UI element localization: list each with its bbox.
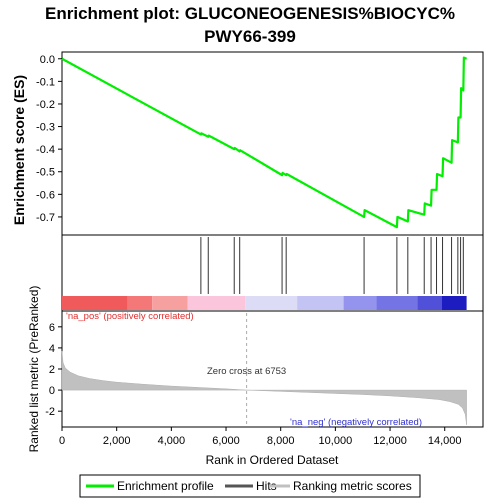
hits-marks xyxy=(200,237,464,294)
x-axis-label: Rank in Ordered Dataset xyxy=(206,453,339,467)
neg-correlated-label: 'na_neg' (negatively correlated) xyxy=(290,417,422,428)
es-y-tick-label: -0.3 xyxy=(36,122,55,134)
metric-y-tick-label: 4 xyxy=(49,343,55,355)
metric-area-shape xyxy=(61,351,467,425)
metric-y-tick-label: 6 xyxy=(49,322,55,334)
color-bar-segment xyxy=(343,296,377,310)
rank-color-bar xyxy=(62,296,467,310)
legend-metric-label: Ranking metric scores xyxy=(293,479,412,493)
es-y-tick-label: -0.4 xyxy=(36,144,55,156)
metric-area xyxy=(61,351,467,425)
color-bar-segment xyxy=(152,296,188,310)
metric-y-tick-label: 0 xyxy=(49,385,55,397)
legend-hits-label: Hits xyxy=(256,479,277,493)
chart-title-line-2: PWY66-399 xyxy=(204,27,296,46)
color-bar-segment xyxy=(376,296,418,310)
es-y-axis-label: Enrichment score (ES) xyxy=(11,75,27,225)
color-bar-segment xyxy=(417,296,442,310)
color-bar-segment xyxy=(245,296,298,310)
metric-y-axis-label: Ranked list metric (PreRanked) xyxy=(27,286,41,453)
metric-y-tick-label: -2 xyxy=(45,406,55,418)
legend-enrichment-label: Enrichment profile xyxy=(117,479,214,493)
metric-x-axis: 0 2,000 4,000 6,000 8,000 10,000 12,000 14,000 xyxy=(59,427,462,447)
es-y-tick-label: -0.7 xyxy=(36,212,55,224)
chart-title-line-1: Enrichment plot: GLUCONEOGENESIS%BIOCYC% xyxy=(45,4,455,23)
color-bar-segment xyxy=(297,296,344,310)
es-series xyxy=(61,56,468,229)
x-tick-label: 10,000 xyxy=(319,435,353,447)
es-y-axis: 0.0 -0.1 -0.2 -0.3 -0.4 -0.5 -0.6 -0.7 xyxy=(36,54,62,224)
x-tick-label: 8,000 xyxy=(267,435,295,447)
x-tick-label: 2,000 xyxy=(103,435,131,447)
color-bar-segment xyxy=(127,296,153,310)
color-bar-segment xyxy=(441,296,467,310)
x-tick-label: 0 xyxy=(59,435,65,447)
es-y-tick-label: -0.2 xyxy=(36,99,55,111)
es-y-tick-label: -0.1 xyxy=(36,76,55,88)
pos-correlated-label: 'na_pos' (positively correlated) xyxy=(66,311,194,322)
x-tick-label: 4,000 xyxy=(158,435,186,447)
es-y-tick-label: -0.5 xyxy=(36,167,55,179)
x-tick-label: 12,000 xyxy=(373,435,407,447)
x-tick-label: 14,000 xyxy=(428,435,462,447)
es-y-tick-label: 0.0 xyxy=(40,54,55,66)
es-line xyxy=(61,56,468,229)
zero-cross-label: Zero cross at 6753 xyxy=(207,366,286,377)
x-tick-label: 6,000 xyxy=(212,435,240,447)
color-bar-segment xyxy=(62,296,128,310)
color-bar-segment xyxy=(187,296,246,310)
es-y-tick-label: -0.6 xyxy=(36,189,55,201)
legend: Enrichment profile Hits Ranking metric s… xyxy=(79,474,421,498)
metric-y-tick-label: 2 xyxy=(49,364,55,376)
metric-y-axis: 6 4 2 0 -2 xyxy=(45,322,62,418)
